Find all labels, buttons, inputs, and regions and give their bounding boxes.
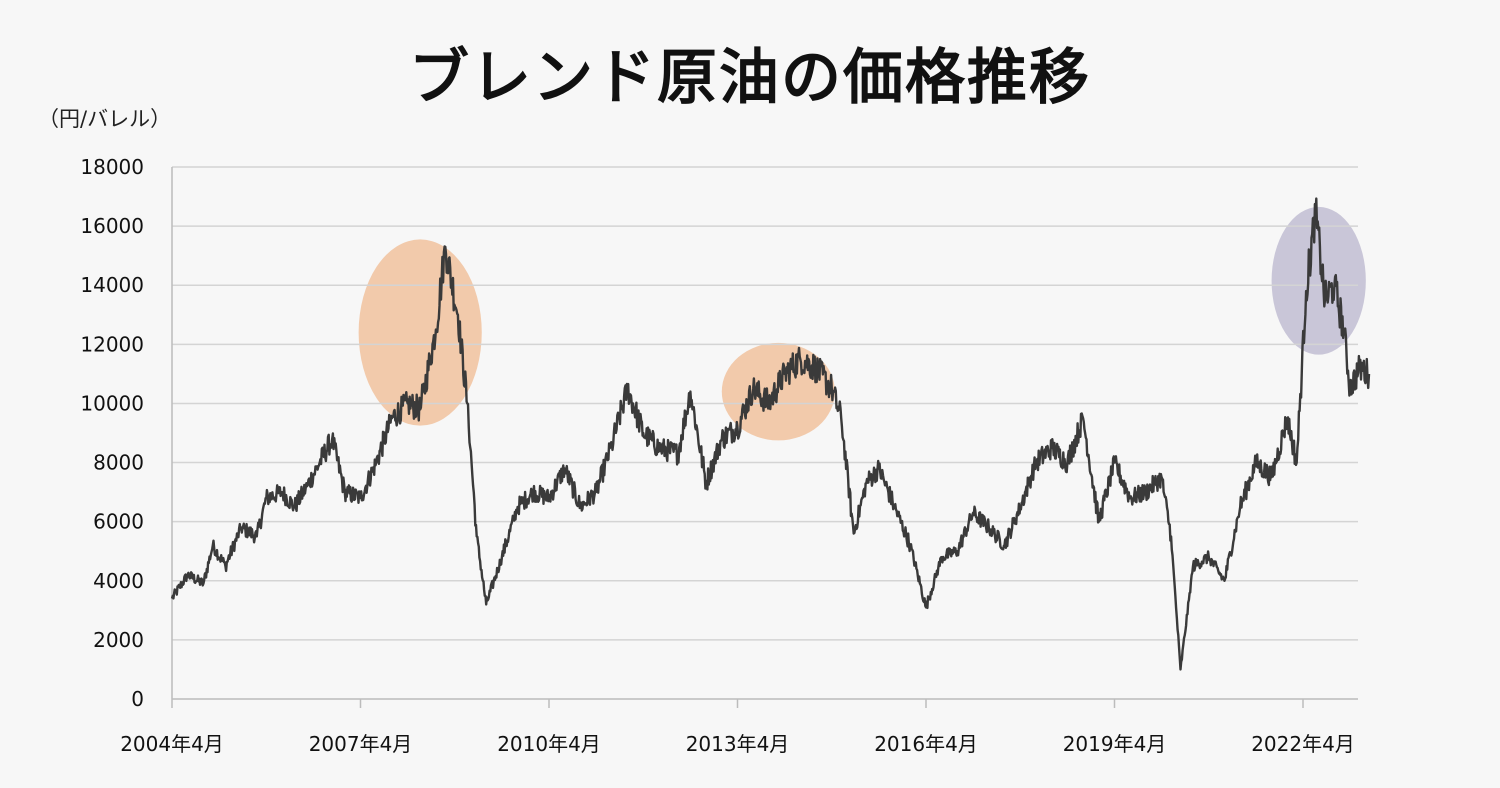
highlight-ellipses — [358, 206, 1366, 441]
y-tick-label-14000: 14000 — [80, 273, 144, 297]
x-tick-label-6: 2019年4月 — [1063, 732, 1167, 756]
x-tick-labels: 2004年4月 2007年4月 2010年4月 2013年4月 2016年4月 2019年… — [120, 732, 1355, 756]
y-tick-label-10000: 10000 — [80, 391, 144, 415]
y-tick-label-8000: 8000 — [93, 451, 144, 475]
y-tick-label-18000: 18000 — [80, 155, 144, 179]
x-tick-label-5: 2016年4月 — [874, 732, 978, 756]
chart-title: ブレンド原油の価格推移 — [409, 43, 1091, 113]
x-tick-label-4: 2013年4月 — [686, 732, 790, 756]
x-tick-label-7: 2022年4月 — [1251, 732, 1355, 756]
y-tick-label-2000: 2000 — [93, 628, 144, 652]
axes — [171, 167, 1358, 708]
x-tick-label-2: 2007年4月 — [309, 732, 413, 756]
x-tick-label-3: 2010年4月 — [497, 732, 601, 756]
x-tick-label-1: 2004年4月 — [120, 732, 224, 756]
grid-lines — [172, 166, 1358, 641]
y-tick-label-6000: 6000 — [93, 510, 144, 534]
y-tick-labels: 0 2000 4000 6000 8000 10000 12000 14000 16000 180… — [80, 155, 144, 711]
series-group — [170, 197, 1371, 671]
y-tick-label-0: 0 — [131, 687, 144, 711]
y-tick-label-16000: 16000 — [80, 214, 144, 238]
y-axis-unit-label: （円/バレル） — [38, 107, 172, 131]
y-tick-label-4000: 4000 — [93, 569, 144, 593]
y-tick-label-12000: 12000 — [80, 332, 144, 356]
series-line-1 — [170, 197, 1371, 671]
